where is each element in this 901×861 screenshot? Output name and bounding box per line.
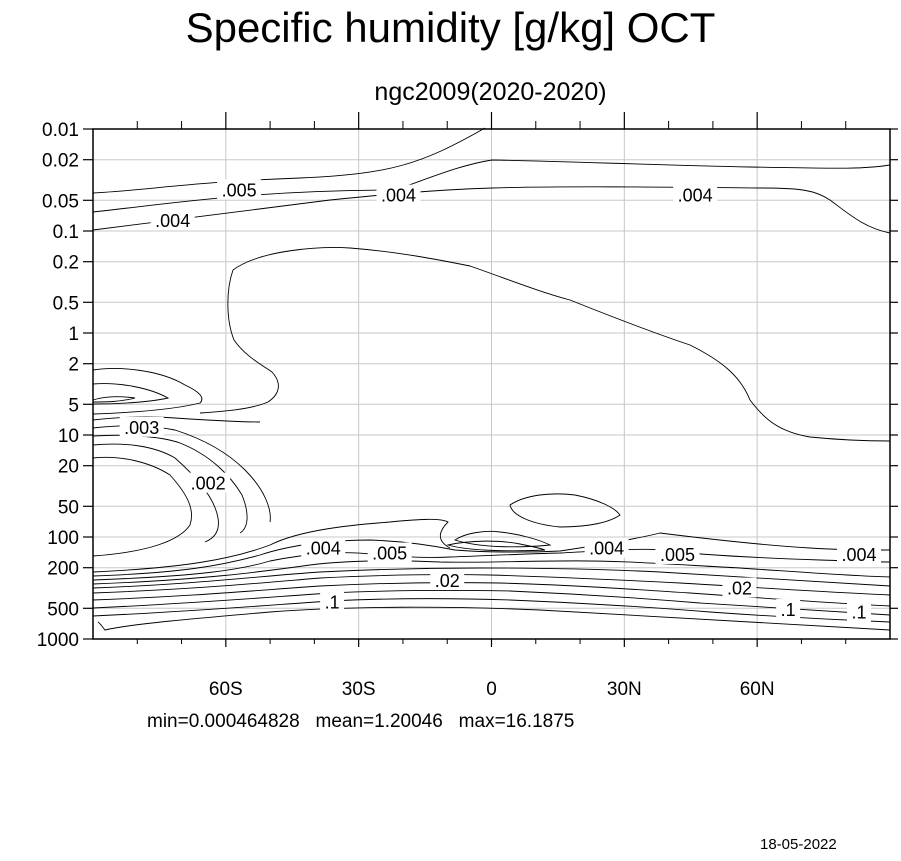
stats-line: min=0.000464828 mean=1.20046 max=16.1875 (147, 710, 574, 734)
y-tick-label: 10 (58, 426, 79, 447)
svg-text:.1: .1 (781, 600, 796, 620)
svg-text:.004: .004 (381, 186, 416, 206)
svg-text:.005: .005 (660, 545, 695, 565)
y-tick-label: 500 (47, 599, 79, 620)
stat-mean: mean=1.20046 (315, 711, 443, 732)
y-tick-label: 0.05 (42, 191, 79, 212)
contour-line (92, 598, 891, 623)
contour-label: .02 (430, 569, 465, 591)
svg-text:.02: .02 (727, 579, 752, 599)
svg-text:.004: .004 (155, 211, 190, 231)
contour-line (92, 368, 203, 415)
y-tick-label: 5 (68, 395, 79, 416)
svg-text:.1: .1 (325, 593, 340, 613)
contour-line (92, 416, 261, 423)
y-tick-label: 0.1 (53, 222, 79, 243)
y-tick-label: 200 (47, 559, 79, 580)
contour-label: .004 (376, 184, 421, 206)
date-stamp: 18-05-2022 (760, 836, 837, 853)
svg-text:.005: .005 (222, 180, 257, 200)
contour-line (92, 383, 170, 405)
y-tick-label: 2 (68, 355, 79, 376)
contour-line (92, 560, 891, 585)
svg-text:.002: .002 (191, 474, 226, 494)
y-tick-label: 0.2 (53, 253, 79, 274)
svg-text:.02: .02 (435, 571, 460, 591)
contour-label: .005 (655, 543, 700, 565)
contour-line (92, 548, 891, 581)
y-tick-label: 0.02 (42, 151, 79, 172)
contour-line (92, 589, 891, 616)
contour-line (92, 582, 891, 607)
svg-text:.004: .004 (306, 539, 341, 559)
contour-label: .004 (673, 184, 718, 206)
contour-line (92, 456, 192, 557)
contour-label: .003 (119, 416, 164, 438)
y-tick-label: 20 (58, 457, 79, 478)
contour-label: .1 (320, 591, 345, 613)
contour-line (92, 425, 271, 523)
x-tick-label: 0 (486, 679, 497, 700)
contour-line (453, 530, 552, 548)
chart-title: Specific humidity [g/kg] OCT (185, 4, 716, 51)
svg-text:.004: .004 (841, 545, 876, 565)
contour-line (92, 396, 136, 403)
stat-min: min=0.000464828 (147, 711, 300, 732)
contour-line (199, 269, 279, 414)
contour-line (92, 567, 891, 589)
svg-text:.004: .004 (589, 539, 624, 559)
x-tick-label: 30S (342, 679, 376, 700)
y-axis-labels: 0.01 0.02 0.05 0.1 0.2 0.5 1 2 5 10 20 50 100 200 500 1… (37, 120, 79, 651)
y-tick-label: 1000 (37, 630, 79, 651)
x-tick-label: 60N (740, 679, 775, 700)
contour-line (92, 532, 891, 577)
contour-label: .1 (776, 599, 801, 620)
chart-subtitle: ngc2009(2020-2020) (374, 78, 607, 106)
contour-line (97, 606, 891, 631)
contour-label: .004 (150, 210, 195, 231)
x-tick-label: 30N (607, 679, 642, 700)
y-tick-label: 50 (58, 497, 79, 518)
contour-label: .004 (584, 537, 629, 559)
x-tick-label: 60S (209, 679, 243, 700)
contour-labels: .005 .004 .004 .004 .003 .002 .004 .005 .004 .005… (119, 179, 882, 623)
svg-text:.1: .1 (851, 603, 866, 623)
y-tick-label: 1 (68, 324, 79, 345)
stat-max: max=16.1875 (458, 711, 575, 732)
contour-line (92, 127, 486, 194)
grid-lines (93, 129, 890, 639)
svg-text:.005: .005 (372, 543, 407, 563)
contour-line (509, 493, 621, 528)
contour-label: .1 (847, 601, 872, 623)
svg-text:.003: .003 (124, 418, 159, 438)
contour-label: .005 (217, 179, 262, 200)
contour-line (446, 540, 546, 552)
y-tick-label: 0.01 (42, 120, 79, 141)
contour-label: .004 (837, 543, 882, 565)
contour-label: .004 (301, 537, 346, 559)
y-tick-label: 0.5 (53, 293, 79, 314)
contour-line (92, 186, 891, 234)
y-tick-label: 100 (47, 528, 79, 549)
svg-text:.004: .004 (678, 186, 713, 206)
contour-line (232, 247, 891, 442)
contour-label: .002 (186, 472, 231, 494)
x-axis-labels: 60S 30S 0 30N 60N (209, 679, 775, 700)
contour-line (92, 518, 451, 573)
axis-ticks (83, 112, 898, 647)
contour-label: .02 (722, 577, 757, 599)
contour-label: .005 (367, 542, 412, 563)
